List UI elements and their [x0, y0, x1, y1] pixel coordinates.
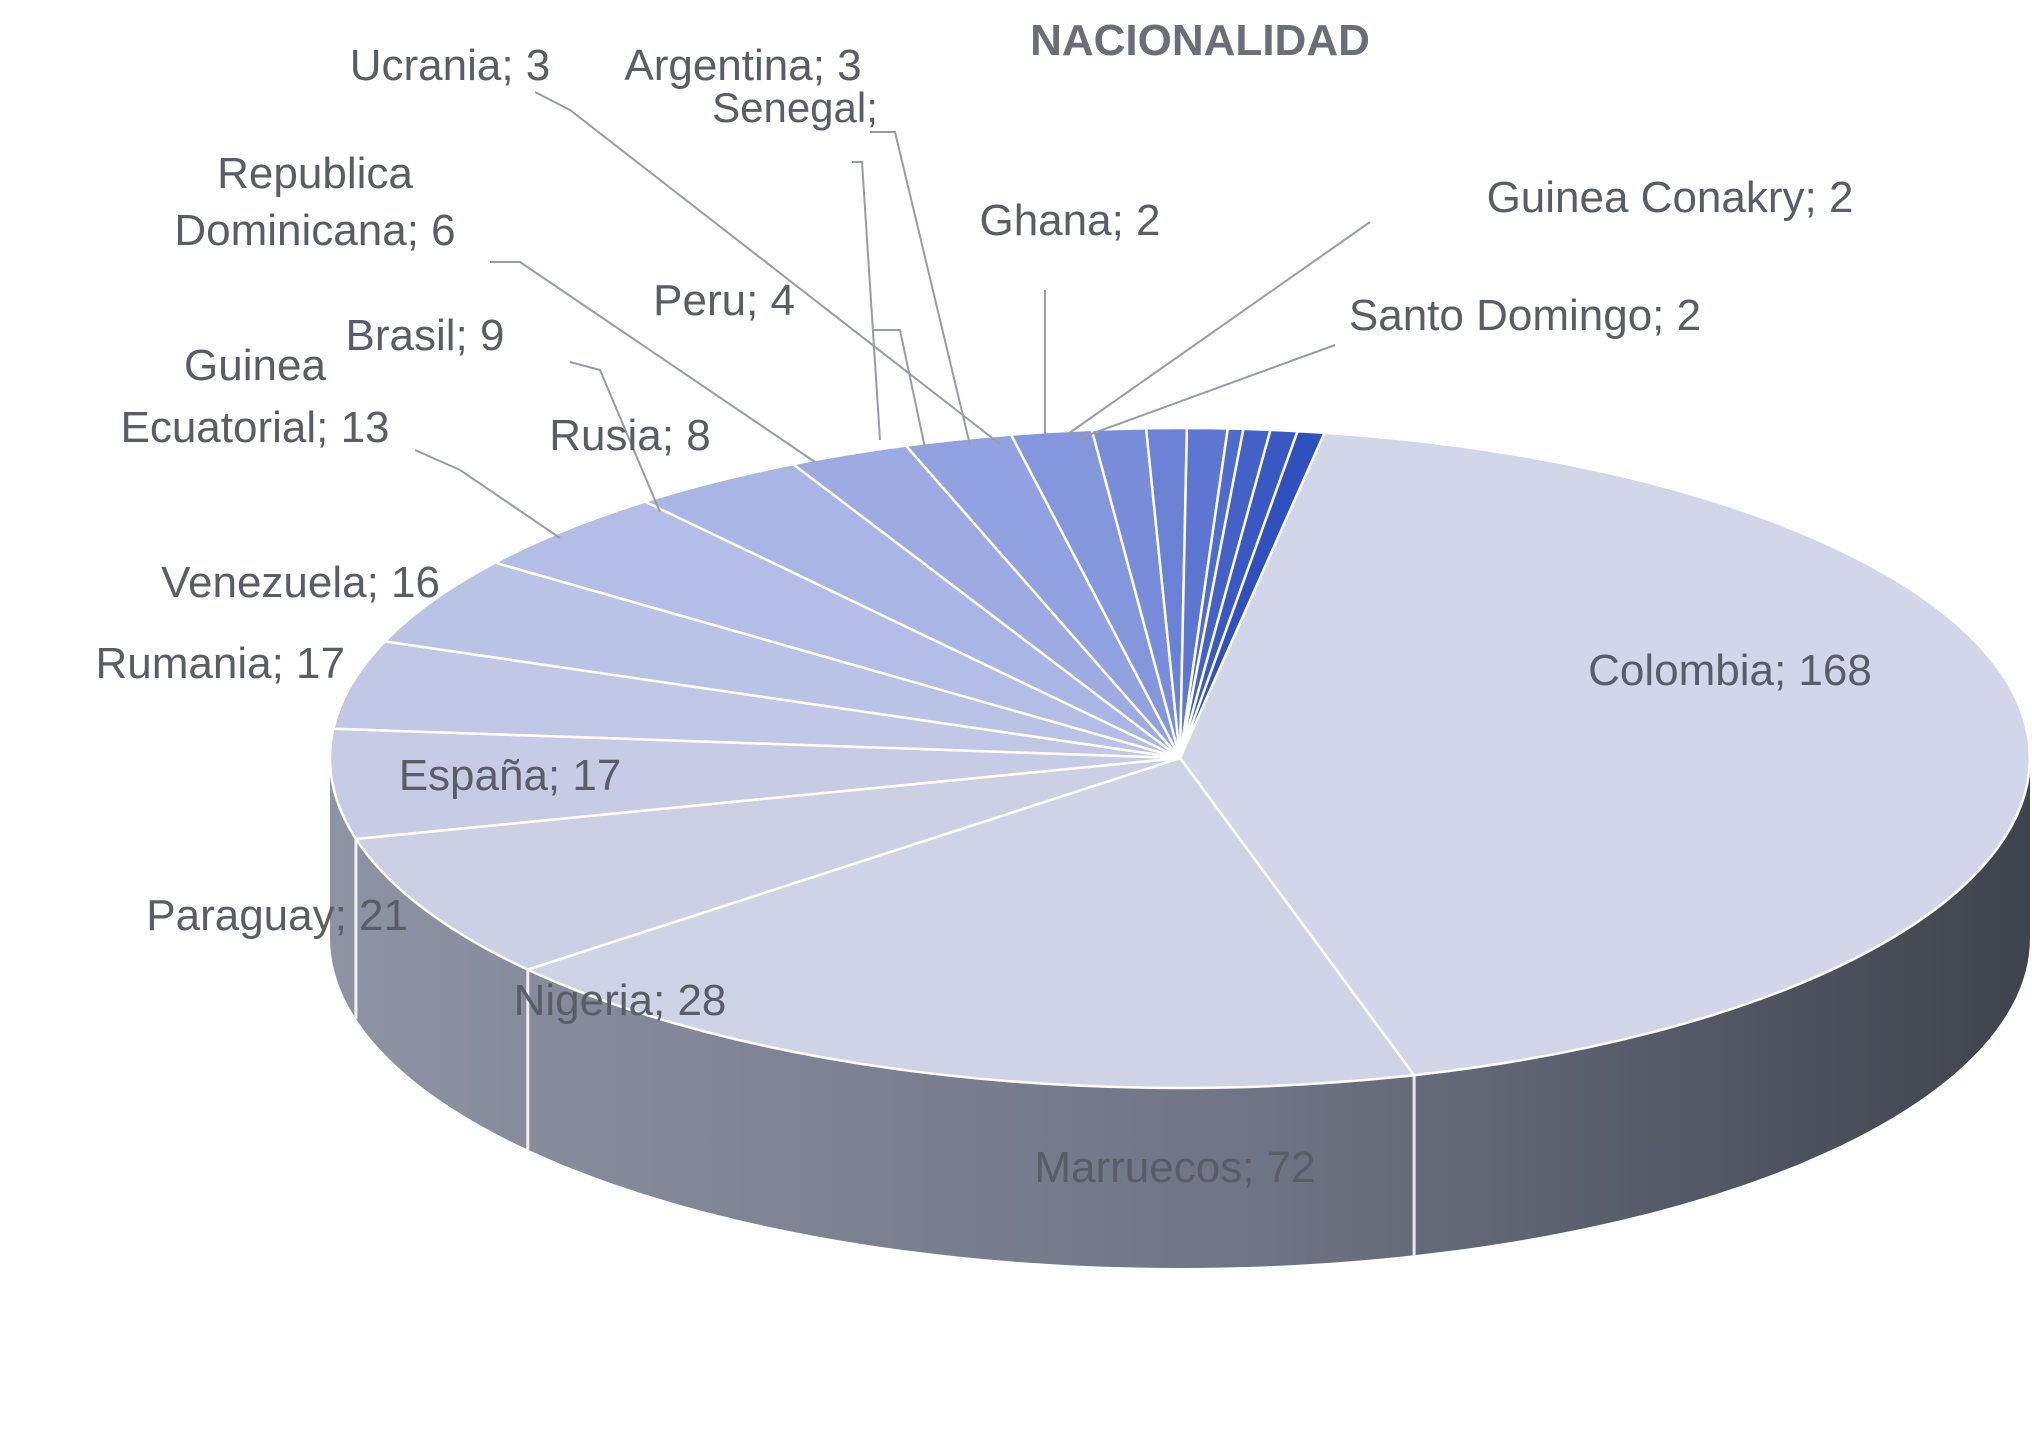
slice-espana: [331, 640, 1181, 760]
data-label-nigeria: Nigeria; 28: [514, 976, 727, 1025]
leader-line-senegal: [852, 161, 881, 441]
pie-side-wall: [330, 758, 2030, 1268]
data-label-colombia: Colombia; 168: [1588, 646, 1872, 695]
data-label-republica-dominicana: Republica Dominicana; 6: [174, 149, 455, 255]
data-label-rusia: Rusia; 8: [549, 411, 710, 460]
data-label-marruecos: Marruecos; 72: [1034, 1143, 1315, 1192]
data-label-guinea-conakry: Guinea Conakry; 2: [1487, 173, 1854, 222]
leader-line-republica-dominicana: [490, 261, 816, 463]
leader-line-santo-domingo: [1079, 344, 1336, 439]
slice-venezuela: [491, 500, 1181, 760]
leader-lines: [414, 91, 1371, 539]
data-label-guinea-ecuatorial: Guinea Ecuatorial; 13: [120, 341, 389, 452]
data-label-argentina: Argentina; 3: [624, 41, 861, 90]
data-label-santo-domingo: Santo Domingo; 2: [1349, 291, 1701, 340]
chart-title: NACIONALIDAD: [1030, 16, 1370, 65]
slice-rumania: [382, 561, 1181, 760]
data-labels: Colombia; 168 Marruecos; 72 Nigeria; 28 Par…: [96, 41, 1872, 1192]
data-label-ghana: Ghana; 2: [979, 196, 1160, 245]
slice-colombia: [1178, 431, 2032, 1077]
data-label-rumania: Rumania; 17: [96, 639, 345, 688]
pie-slices: [328, 426, 2032, 1090]
data-label-ucrania: Ucrania; 3: [350, 41, 551, 90]
pie-side: [330, 758, 2030, 1268]
data-label-espana: España; 17: [399, 751, 622, 800]
data-label-venezuela: Venezuela; 16: [161, 558, 440, 607]
leader-line-argentina: [870, 131, 971, 446]
slice-paraguay: [328, 727, 1181, 841]
slice-nigeria: [353, 756, 1181, 971]
leader-line-guinea-conakry: [1064, 221, 1371, 437]
leader-line-brasil: [569, 361, 661, 513]
data-label-senegal: Senegal;: [712, 84, 878, 131]
slice-marruecos: [524, 756, 1417, 1090]
leader-line-ucrania: [534, 91, 1001, 445]
data-label-peru: Peru; 4: [653, 276, 795, 325]
leader-line-peru: [872, 329, 926, 449]
data-label-brasil: Brasil; 9: [346, 311, 505, 360]
data-label-paraguay: Paraguay; 21: [146, 891, 408, 940]
leader-line-guinea-ecuatorial: [414, 449, 561, 539]
slice-santo-domingo: [1178, 429, 1327, 759]
